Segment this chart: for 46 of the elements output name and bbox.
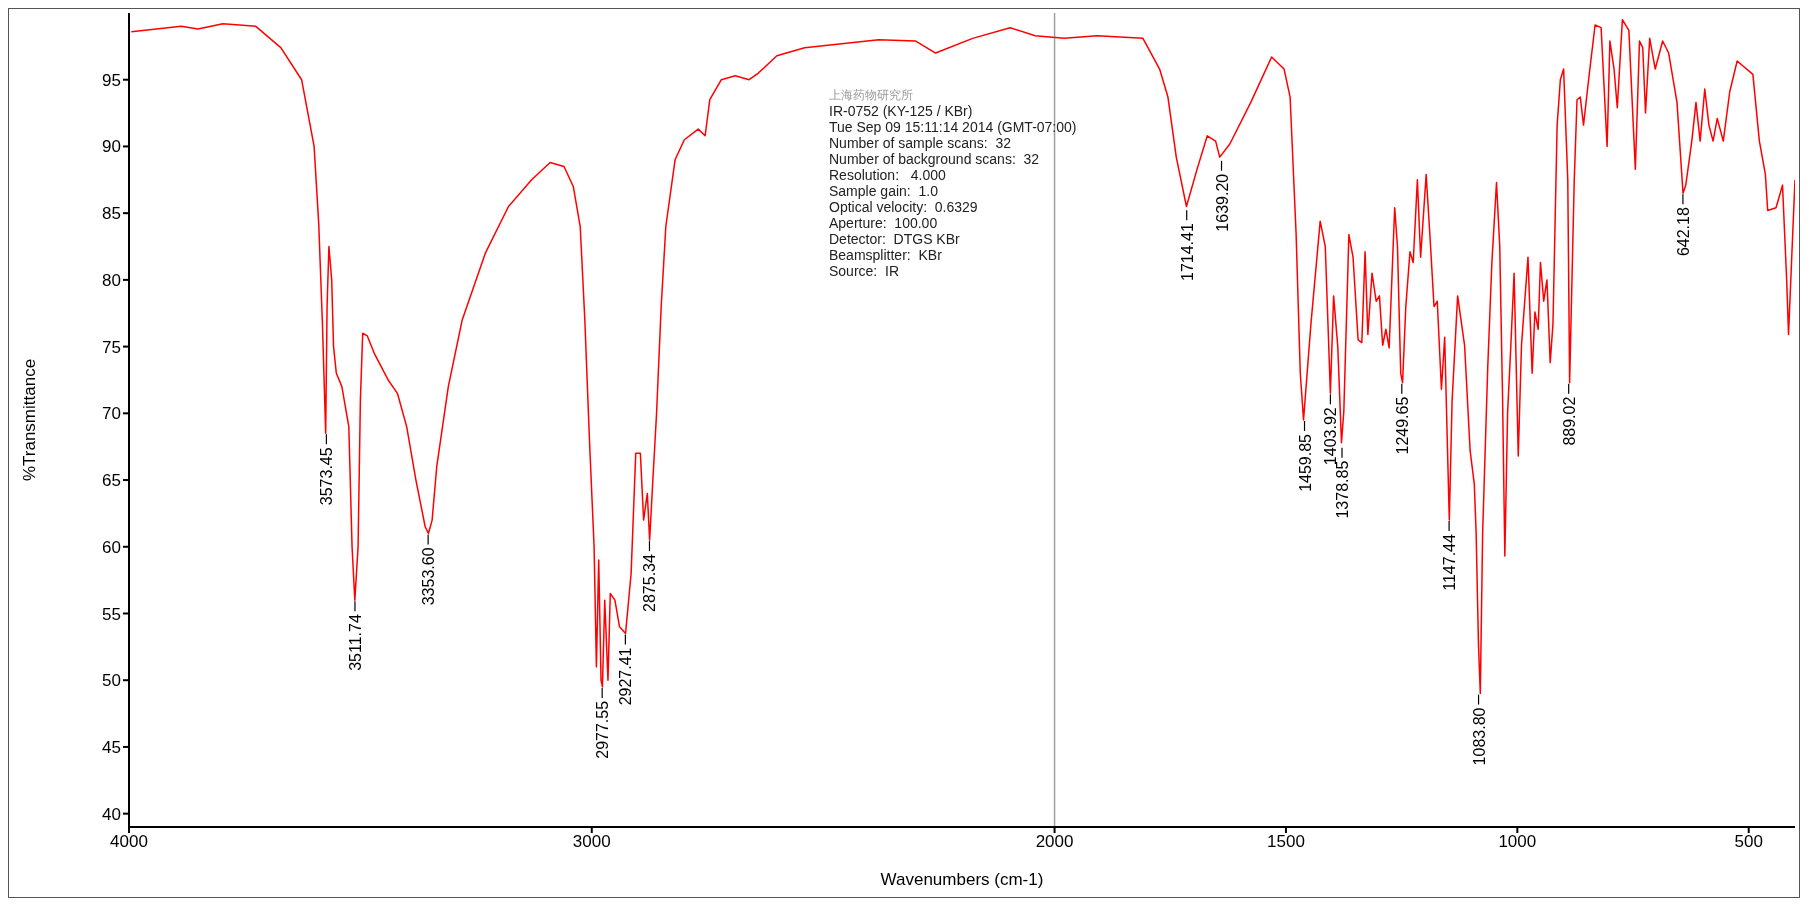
annotation: 1249.65 <box>1393 396 1411 455</box>
annotation: 2927.41 <box>617 647 635 706</box>
annotation: Optical velocity: 0.6329 <box>829 199 979 215</box>
annotation: Detector: DTGS KBr <box>829 231 961 247</box>
y-tick-label: 40 <box>102 804 121 824</box>
annotation: 2875.34 <box>641 554 659 612</box>
annotation: IR-0752 (KY-125 / KBr) <box>829 103 974 119</box>
y-tick-label: 45 <box>102 737 121 757</box>
annotation: 642.18 <box>1674 207 1692 257</box>
x-tick-label: 1000 <box>1498 832 1537 852</box>
x-tick-label: 2000 <box>1035 832 1074 852</box>
annotation: 3511.74 <box>346 614 364 671</box>
annotation: 3573.45 <box>318 447 336 506</box>
annotation: 2977.55 <box>594 700 612 759</box>
y-tick-label: 50 <box>102 671 121 691</box>
annotation: 1147.44 <box>1441 533 1459 591</box>
x-tick-label: 3000 <box>572 832 611 852</box>
x-axis-title: Wavenumbers (cm-1) <box>880 870 1044 889</box>
y-tick-label: 60 <box>102 537 121 557</box>
y-tick-label: 95 <box>102 70 121 90</box>
y-tick-label: 55 <box>102 604 121 624</box>
annotation: 3353.60 <box>420 547 438 606</box>
annotation: 889.02 <box>1560 396 1578 446</box>
annotation: 上海药物研究所 <box>829 87 914 103</box>
x-tick-label: 4000 <box>110 832 148 852</box>
annotation: 1459.85 <box>1296 433 1314 492</box>
annotation: 1083.80 <box>1470 707 1488 766</box>
y-tick-label: 85 <box>102 204 121 224</box>
annotation: Aperture: 100.00 <box>829 215 939 231</box>
y-tick-label: 70 <box>102 404 121 424</box>
annotation: Sample gain: 1.0 <box>829 183 939 199</box>
y-axis-title: %Transmittance <box>20 358 40 482</box>
annotation: 1639.20 <box>1213 173 1231 232</box>
annotation: Beamsplitter: KBr <box>829 247 943 263</box>
y-tick-label: 90 <box>102 137 121 157</box>
y-tick-label: 65 <box>102 471 121 491</box>
annotation: Tue Sep 09 15:11:14 2014 (GMT-07:00) <box>829 119 1077 135</box>
annotation: Number of background scans: 32 <box>829 151 1041 167</box>
y-tick-label: 75 <box>102 337 121 357</box>
y-tick-label: 80 <box>102 270 121 290</box>
annotation: Number of sample scans: 32 <box>829 135 1013 151</box>
annotation: 1714.41 <box>1178 223 1196 281</box>
x-tick-label: 1500 <box>1267 832 1305 852</box>
x-tick-label: 500 <box>1734 832 1763 852</box>
annotation: Resolution: 4.000 <box>829 167 947 183</box>
annotation: Source: IR <box>829 263 901 279</box>
